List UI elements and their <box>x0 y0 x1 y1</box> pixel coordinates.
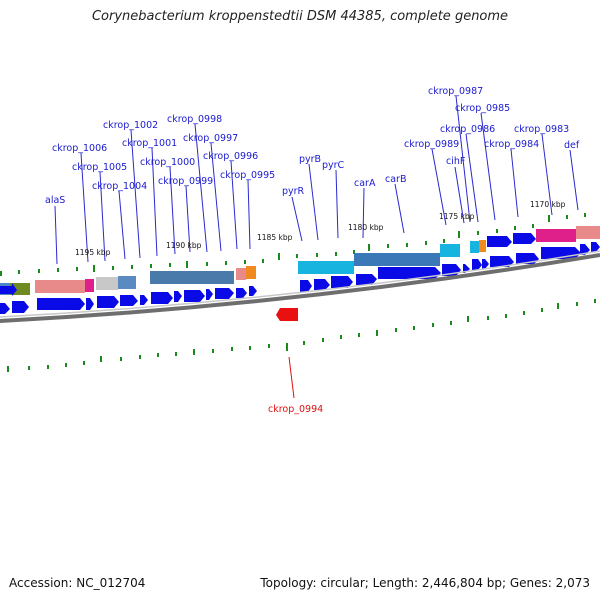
gene-label: ckrop_0996 <box>203 151 258 162</box>
gene-label: ckrop_0999 <box>158 176 213 187</box>
gene-label: ckrop_0986 <box>440 124 495 135</box>
gene-label: ckrop_1004 <box>92 181 147 192</box>
gene-label: carA <box>354 178 376 189</box>
scale-label: 1195 kbp <box>75 248 111 257</box>
gene-label: ckrop_0997 <box>183 133 238 144</box>
scale-labels: 1195 kbp 1190 kbp 1185 kbp 1180 kbp 1175… <box>75 200 566 257</box>
gene-label: ckrop_1005 <box>72 162 127 173</box>
gene-label: ckrop_0989 <box>404 139 459 150</box>
highlight-gene-label: ckrop_0994 <box>268 404 323 415</box>
gene-label: cihF <box>446 156 465 167</box>
gene-label: ckrop_0984 <box>484 139 539 150</box>
gene-label: ckrop_1002 <box>103 120 158 131</box>
gene-label: alaS <box>45 195 65 206</box>
cds-arrows <box>0 233 600 314</box>
genome-backbone <box>0 253 600 323</box>
gene-label: ckrop_0995 <box>220 170 275 181</box>
gene-label: def <box>564 140 580 151</box>
feature-band-right <box>298 226 600 274</box>
gene-label: pyrR <box>282 186 305 197</box>
gene-label: ckrop_1000 <box>140 157 195 168</box>
scale-label: 1190 kbp <box>166 241 202 250</box>
gene-label: carB <box>385 174 406 185</box>
label-leader-lines <box>54 95 579 265</box>
scale-label: 1170 kbp <box>530 200 566 209</box>
gene-label: ckrop_1001 <box>122 138 177 149</box>
scale-label: 1185 kbp <box>257 233 293 242</box>
gene-labels: alaS ckrop_1006 ckrop_1005 ckrop_1004 ck… <box>45 86 580 206</box>
outer-tick-marks <box>0 213 586 276</box>
gene-label: pyrB <box>299 154 321 165</box>
scale-label: 1175 kbp <box>439 212 475 221</box>
gene-label: ckrop_0985 <box>455 103 510 114</box>
inner-tick-marks <box>7 299 596 372</box>
gene-label: ckrop_0998 <box>167 114 222 125</box>
gene-label: ckrop_0983 <box>514 124 569 135</box>
genome-title: Corynebacterium kroppenstedtii DSM 44385… <box>91 9 509 24</box>
gene-label: pyrC <box>322 160 345 171</box>
accession-text: Accession: NC_012704 <box>9 576 146 590</box>
gene-label: ckrop_1006 <box>52 143 107 154</box>
genome-summary-text: Topology: circular; Length: 2,446,804 bp… <box>260 576 590 590</box>
highlight-gene-arrow[interactable] <box>276 308 298 321</box>
scale-label: 1180 kbp <box>348 223 384 232</box>
gene-label: ckrop_0987 <box>428 86 483 97</box>
